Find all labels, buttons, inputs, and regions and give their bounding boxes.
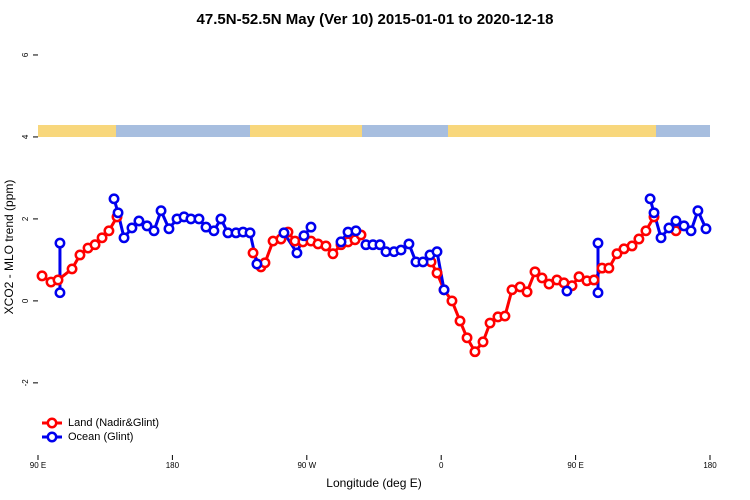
x-tick-label: 180 [703, 461, 717, 470]
data-point [350, 225, 362, 237]
data-point [247, 247, 259, 259]
data-point [96, 232, 108, 244]
land-mask-strip [38, 125, 710, 137]
data-point [438, 284, 450, 296]
data-point [644, 193, 656, 205]
data-point [692, 205, 704, 217]
legend-label: Land (Nadir&Glint) [68, 417, 159, 429]
data-point [141, 220, 153, 232]
data-point [244, 227, 256, 239]
data-point [395, 244, 407, 256]
data-point [327, 248, 339, 260]
data-point [291, 247, 303, 259]
data-point [148, 225, 160, 237]
y-tick-label: 0 [21, 298, 30, 303]
data-point [573, 271, 585, 283]
data-point [208, 225, 220, 237]
data-point [133, 215, 145, 227]
data-point [112, 207, 124, 219]
x-tick-label: 90 E [30, 461, 46, 470]
chart-title: 47.5N-52.5N May (Ver 10) 2015-01-01 to 2… [197, 11, 554, 28]
data-point [648, 207, 660, 219]
legend-marker [46, 417, 58, 429]
data-point [335, 236, 347, 248]
data-point [74, 249, 86, 261]
y-tick-label: -2 [21, 379, 30, 387]
data-point [108, 193, 120, 205]
data-point [685, 225, 697, 237]
data-point [66, 263, 78, 275]
data-point [529, 266, 541, 278]
data-point [103, 225, 115, 237]
data-point [592, 287, 604, 299]
legend-label: Ocean (Glint) [68, 431, 133, 443]
data-point [655, 232, 667, 244]
y-axis-label: XCO2 - MLO trend (ppm) [2, 180, 16, 315]
x-tick-label: 90 E [567, 461, 583, 470]
data-point [251, 258, 263, 270]
data-point [403, 238, 415, 250]
data-point [374, 239, 386, 251]
data-point [461, 332, 473, 344]
x-tick-label: 0 [439, 461, 444, 470]
data-point [36, 270, 48, 282]
data-point [454, 315, 466, 327]
data-point [536, 272, 548, 284]
data-point [484, 317, 496, 329]
x-tick-label: 180 [166, 461, 180, 470]
data-point [477, 336, 489, 348]
data-point [163, 223, 175, 235]
x-tick-label: 90 W [297, 461, 316, 470]
data-point [640, 225, 652, 237]
data-point [663, 222, 675, 234]
data-point [89, 239, 101, 251]
data-point [626, 240, 638, 252]
data-point [431, 246, 443, 258]
data-point [603, 262, 615, 274]
data-point [278, 227, 290, 239]
data-point [118, 232, 130, 244]
data-point [193, 213, 205, 225]
data-point [588, 274, 600, 286]
data-point [155, 205, 167, 217]
data-point [543, 278, 555, 290]
data-point [469, 346, 481, 358]
data-point [305, 221, 317, 233]
y-tick-label: 6 [21, 52, 30, 57]
data-point [499, 310, 511, 322]
data-point [611, 248, 623, 260]
data-point [633, 233, 645, 245]
data-point [215, 213, 227, 225]
y-tick-label: 2 [21, 216, 30, 221]
data-point [446, 295, 458, 307]
data-point [52, 274, 64, 286]
data-point [54, 287, 66, 299]
data-point [298, 230, 310, 242]
data-point [592, 237, 604, 249]
data-point [431, 267, 443, 279]
data-point [561, 285, 573, 297]
data-point [126, 222, 138, 234]
data-point [417, 256, 429, 268]
data-point [678, 220, 690, 232]
data-point [521, 286, 533, 298]
data-point [670, 215, 682, 227]
data-point [320, 240, 332, 252]
y-tick-label: 4 [21, 134, 30, 139]
data-point [514, 281, 526, 293]
data-point [54, 237, 66, 249]
x-axis-label: Longitude (deg E) [326, 476, 421, 490]
data-point [700, 223, 712, 235]
legend-marker [46, 431, 58, 443]
